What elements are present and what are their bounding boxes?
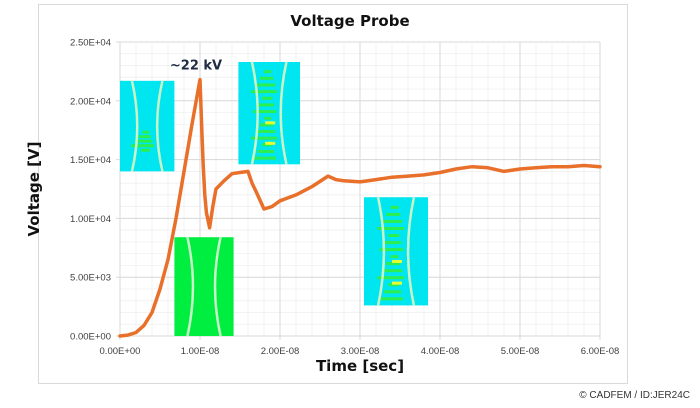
streamer-highlight [386, 212, 401, 216]
electrode-left [186, 236, 195, 337]
y-tick-label: 2.00E+04 [70, 96, 111, 107]
inset-background [174, 237, 234, 336]
streamer-highlight [135, 139, 153, 143]
streamer-highlight [381, 269, 403, 273]
hotspot [265, 141, 276, 145]
electrode-right [406, 196, 416, 306]
streamer-highlight [264, 116, 272, 120]
hotspot [265, 121, 276, 125]
streamer-highlight [138, 135, 151, 139]
peak-annotation: ~22 kV [170, 58, 222, 73]
streamer-highlight [251, 136, 277, 140]
inset-background [120, 80, 175, 172]
streamer-highlight [253, 156, 277, 160]
streamer-highlight [388, 283, 400, 287]
electrode-right [155, 80, 164, 172]
electrode-left [376, 196, 386, 306]
streamer-highlight [251, 90, 277, 94]
streamer-highlight [383, 290, 402, 294]
chart-title: Voltage Probe [290, 12, 410, 30]
annotations: ~22 kV [170, 58, 222, 73]
voltage-curve [118, 77, 602, 338]
electrode-left [250, 61, 259, 165]
streamer-highlight [255, 130, 276, 134]
y-tick-label: 0.00E+00 [70, 332, 111, 343]
streamer-highlight [381, 219, 403, 223]
streamer-highlight [261, 143, 273, 147]
streamer-highlight [131, 144, 155, 148]
field-plot-initial [174, 236, 234, 337]
streamer-highlight [383, 241, 402, 245]
x-tick-label: 4.00E-08 [421, 346, 460, 357]
streamer-highlight [259, 76, 274, 80]
streamer-highlight [257, 149, 275, 153]
x-tick-label: 3.00E-08 [341, 346, 380, 357]
y-tick-label: 5.00E+03 [70, 273, 111, 284]
streamer-highlight [390, 205, 399, 209]
streamer-highlight [379, 248, 404, 252]
hotspot [392, 281, 402, 285]
electrode-right [279, 61, 288, 165]
axis-ticks: 0.00E+00 1.00E-08 2.00E-08 3.00E-08 4.00E-08… [70, 38, 619, 358]
streamer-highlight [377, 276, 405, 280]
electrode-right [213, 236, 222, 337]
streamer-highlight [390, 255, 399, 259]
copyright-notice: © CADFEM / ID:JER24C [579, 390, 690, 401]
streamer-highlight [259, 123, 274, 127]
electrode-left [130, 80, 139, 172]
streamer-highlight [255, 83, 276, 87]
streamer-highlight [377, 226, 405, 230]
streamer-highlight [261, 96, 273, 100]
streamer-highlight [142, 130, 150, 134]
streamer-highlight [388, 234, 400, 238]
x-tick-label: 0.00E+00 [100, 346, 141, 357]
y-tick-label: 1.00E+04 [70, 214, 111, 225]
field-plot-insets [120, 61, 428, 337]
streamer-highlight [253, 110, 277, 114]
y-tick-label: 2.50E+04 [70, 38, 111, 49]
y-tick-label: 1.50E+04 [70, 155, 111, 166]
field-plot-late [364, 196, 428, 306]
streamer-highlight [257, 103, 275, 107]
x-tick-label: 6.00E-08 [581, 346, 620, 357]
field-plot-peak [238, 61, 300, 165]
x-tick-label: 2.00E-08 [261, 346, 300, 357]
streamer-highlight [386, 262, 401, 266]
data-series [118, 77, 602, 338]
x-tick-label: 5.00E-08 [501, 346, 540, 357]
field-plot-early [120, 80, 175, 172]
streamer-highlight [379, 297, 404, 301]
streamer-highlight [140, 148, 150, 152]
x-tick-label: 1.00E-08 [181, 346, 220, 357]
streamer-highlight [264, 70, 272, 74]
x-axis-label: Time [sec] [315, 357, 405, 375]
hotspot [392, 259, 402, 263]
